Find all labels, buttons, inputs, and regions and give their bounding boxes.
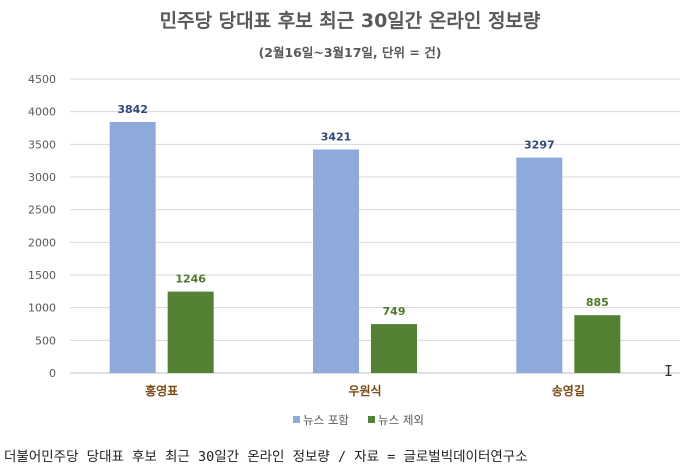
chart-title: 민주당 당대표 후보 최근 30일간 온라인 정보량 (160, 10, 541, 32)
legend-swatch (293, 416, 300, 423)
data-label: 3842 (117, 103, 148, 116)
bar-news-included (109, 121, 156, 373)
legend: 뉴스 포함 뉴스 제외 (293, 413, 424, 427)
y-tick-label: 3500 (28, 138, 56, 151)
data-label: 885 (586, 296, 609, 309)
bar-news-included (313, 149, 359, 373)
data-label: 3421 (321, 130, 352, 143)
y-tick-label: 500 (35, 334, 56, 347)
data-label: 1246 (175, 273, 206, 286)
y-tick-label: 4500 (28, 73, 56, 86)
legend-swatch (368, 416, 375, 423)
bar-news-excluded (167, 291, 214, 373)
data-label: 749 (383, 305, 406, 318)
bars: 3842 1246 3421 749 3297 885 (109, 103, 621, 373)
y-tick-label: 1500 (28, 269, 56, 282)
legend-label: 뉴스 포함 (303, 413, 349, 427)
y-tick-label: 0 (49, 367, 56, 380)
text-cursor-icon: I (664, 362, 674, 380)
y-tick-label: 2500 (28, 204, 56, 217)
bar-news-excluded (371, 324, 417, 373)
y-tick-label: 3000 (28, 171, 56, 184)
chart-subtitle: (2월16일~3월17일, 단위 = 건) (259, 45, 442, 60)
x-category-label: 송영길 (552, 383, 585, 398)
bar-news-included (516, 157, 563, 373)
y-tick-label: 1000 (28, 302, 56, 315)
image-caption: 더불어민주당 당대표 후보 최근 30일간 온라인 정보량 / 자료 = 글로벌… (4, 449, 528, 465)
y-tick-label: 2000 (28, 236, 56, 249)
data-label: 3297 (524, 139, 555, 152)
x-category-label: 우원식 (348, 383, 381, 398)
y-axis: 0 500 1000 1500 2000 2500 3000 3500 4000 4500 (28, 73, 56, 380)
legend-label: 뉴스 제외 (378, 413, 424, 427)
bar-news-excluded (574, 315, 621, 373)
x-axis: 홍영표 우원식 송영길 (145, 383, 585, 398)
y-tick-label: 4000 (28, 106, 56, 119)
chart: 민주당 당대표 후보 최근 30일간 온라인 정보량 (2월16일~3월17일,… (28, 10, 680, 427)
x-category-label: 홍영표 (145, 383, 178, 398)
